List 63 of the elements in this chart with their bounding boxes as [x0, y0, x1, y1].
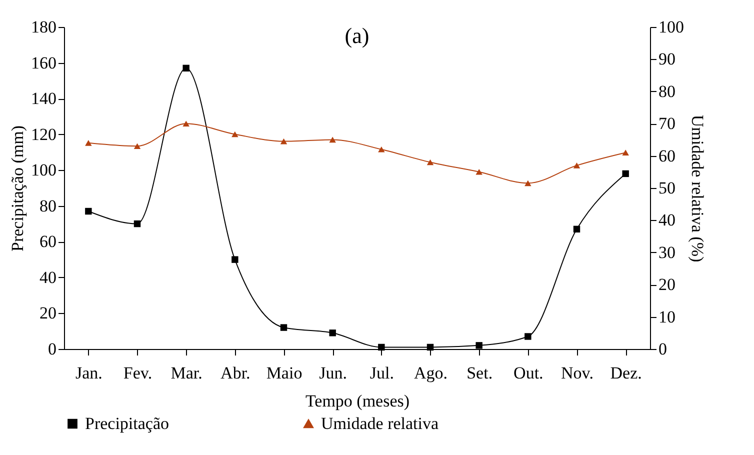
legend-label: Precipitação [85, 414, 170, 433]
point [232, 256, 238, 263]
y-tick-label: 40 [40, 268, 56, 287]
y-tick-label: 140 [31, 89, 56, 108]
x-tick-label: Abr. [220, 364, 250, 382]
x-tick-label: Jul. [370, 364, 394, 382]
point [280, 138, 288, 144]
point [476, 342, 482, 349]
point [476, 168, 482, 175]
y-tick-label: 100 [31, 160, 56, 180]
x-tick-label: Set. [466, 364, 493, 382]
y-tick-label: 120 [31, 124, 56, 144]
point [232, 131, 238, 138]
point [329, 330, 336, 336]
point [524, 333, 532, 340]
y2-tick-label: 10 [658, 307, 676, 326]
point [426, 344, 434, 351]
y2-tick-label: 80 [658, 82, 676, 101]
y2-tick-label: 20 [658, 275, 676, 294]
point [378, 344, 385, 351]
y-tick-label: 20 [40, 304, 56, 323]
y2-tick-label: 50 [658, 178, 676, 198]
point [622, 150, 629, 156]
y-tick-label: 0 [48, 340, 56, 358]
legend-label: Umidade relativa [321, 414, 439, 433]
y-tick-label: 160 [31, 53, 56, 72]
x-tick-label: Jun. [319, 364, 348, 382]
x-tick-label: Dez. [610, 364, 642, 382]
point [134, 220, 141, 228]
point [182, 64, 190, 72]
y2-tick-label: 30 [658, 242, 676, 262]
y2-axis-title: Umidade relativa (%) [688, 114, 707, 262]
point [85, 208, 92, 215]
x-tick-label: Jan. [75, 364, 102, 382]
y-axis-title: Precipitação (mm) [8, 125, 27, 252]
x-axis-title: Tempo (meses) [305, 392, 410, 410]
point [378, 146, 385, 152]
y2-tick-label: 40 [658, 210, 676, 230]
chart-title: (a) [344, 23, 370, 48]
y2-tick-label: 60 [658, 146, 676, 166]
point [573, 162, 580, 168]
point [280, 324, 288, 331]
x-tick-label: Nov. [561, 364, 594, 382]
x-tick-label: Ago. [414, 364, 448, 382]
y-tick-label: 80 [40, 196, 56, 216]
y2-tick-label: 100 [658, 18, 684, 36]
x-tick-label: Maio [266, 364, 302, 382]
y-tick-label: 180 [31, 18, 56, 36]
x-tick-label: Out. [514, 364, 544, 382]
y2-tick-label: 70 [658, 114, 676, 134]
point [524, 180, 532, 186]
x-tick-label: Mar. [170, 364, 202, 382]
point [426, 159, 434, 166]
point [182, 120, 190, 127]
y2-tick-label: 90 [658, 50, 676, 69]
point [622, 170, 629, 178]
y2-tick-label: 0 [658, 340, 667, 358]
y-tick-label: 60 [40, 232, 56, 252]
point [329, 136, 336, 143]
point [134, 143, 141, 150]
point [573, 226, 580, 232]
point [85, 140, 92, 146]
x-tick-label: Fev. [123, 364, 152, 382]
